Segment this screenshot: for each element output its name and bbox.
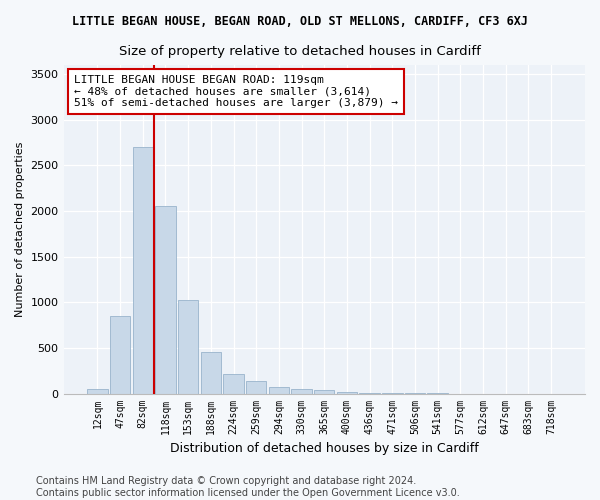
Bar — [155, 206, 176, 394]
Bar — [269, 386, 289, 394]
Bar — [314, 390, 334, 394]
Bar — [292, 389, 312, 394]
Bar — [337, 392, 357, 394]
Text: Size of property relative to detached houses in Cardiff: Size of property relative to detached ho… — [119, 45, 481, 58]
Text: LITTLE BEGAN HOUSE BEGAN ROAD: 119sqm
← 48% of detached houses are smaller (3,61: LITTLE BEGAN HOUSE BEGAN ROAD: 119sqm ← … — [74, 75, 398, 108]
Bar — [178, 300, 199, 394]
Bar — [200, 352, 221, 394]
Bar — [246, 381, 266, 394]
Bar — [87, 389, 107, 394]
Bar — [133, 147, 153, 394]
Bar — [223, 374, 244, 394]
X-axis label: Distribution of detached houses by size in Cardiff: Distribution of detached houses by size … — [170, 442, 479, 455]
Y-axis label: Number of detached properties: Number of detached properties — [15, 142, 25, 317]
Text: LITTLE BEGAN HOUSE, BEGAN ROAD, OLD ST MELLONS, CARDIFF, CF3 6XJ: LITTLE BEGAN HOUSE, BEGAN ROAD, OLD ST M… — [72, 15, 528, 28]
Bar — [359, 392, 380, 394]
Text: Contains HM Land Registry data © Crown copyright and database right 2024.
Contai: Contains HM Land Registry data © Crown c… — [36, 476, 460, 498]
Bar — [110, 316, 130, 394]
